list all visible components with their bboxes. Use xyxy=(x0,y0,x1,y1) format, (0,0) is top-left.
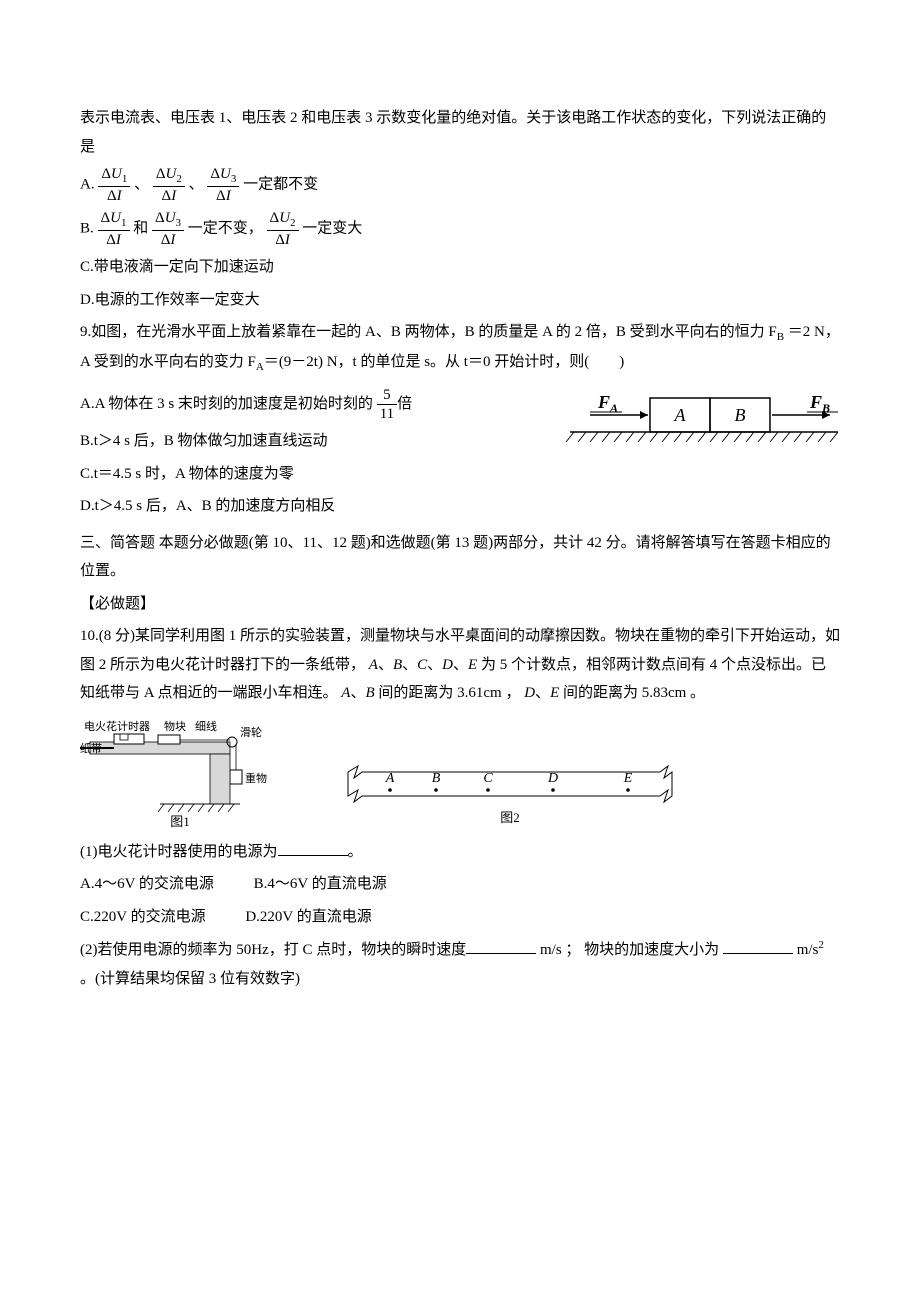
q10-fig1-svg: 电火花计时器 物块 细线 滑轮 重物 纸带 xyxy=(80,720,280,830)
q10-opts-row2: C.220V 的交流电源 D.220V 的直流电源 xyxy=(80,903,840,932)
q8-option-b: B. ΔU1ΔI 和 ΔU3ΔI 一定不变， ΔU2ΔI 一定变大 xyxy=(80,209,840,249)
q8-option-c: C.带电液滴一定向下加速运动 xyxy=(80,253,840,282)
blank-3[interactable] xyxy=(723,938,793,954)
svg-text:E: E xyxy=(623,771,633,786)
q10-tail2: 间的距离为 3.61cm ， xyxy=(378,685,524,701)
q10-p2d: 。(计算结果均保留 3 位有效数字) xyxy=(80,971,300,987)
svg-text:A: A xyxy=(385,771,395,786)
opt-a-prefix: A. xyxy=(80,177,95,193)
q10-part2: (2)若使用电源的频率为 50Hz，打 C 点时，物块的瞬时速度 m/s ； 物… xyxy=(80,935,840,993)
svg-text:D: D xyxy=(547,771,558,786)
q9-stem-2b: ＝(9－2t) N，t 的单位是 s。从 t＝0 开始计时，则( ) xyxy=(264,354,624,370)
q9-svg: A B FA FB xyxy=(560,388,840,458)
opt-a-tail: 一定都不变 xyxy=(243,177,318,193)
opt-b-tail: 一定变大 xyxy=(302,221,362,237)
q10-p1-tail: 。 xyxy=(348,844,363,860)
frac-du1-di-b: ΔU1ΔI xyxy=(98,209,130,249)
box-a-label: A xyxy=(674,405,687,425)
q10-p1-text: (1)电火花计时器使用的电源为 xyxy=(80,844,278,860)
must-do-heading: 【必做题】 xyxy=(80,590,840,619)
pulley-label: 滑轮 xyxy=(240,725,262,739)
frac-du1-di: ΔU1ΔI xyxy=(98,165,130,205)
section-3-heading: 三、简答题 本题分必做题(第 10、11、12 题)和选做题(第 13 题)两部… xyxy=(80,529,840,586)
q10-opts-row1: A.4～6V 的交流电源 B.4～6V 的直流电源 xyxy=(80,870,840,899)
q9-figure: A B FA FB xyxy=(560,388,840,458)
q9-sub-fa: A xyxy=(256,361,264,373)
q9-option-a: A.A 物体在 3 s 末时刻的加速度是初始时刻的 511倍 xyxy=(80,386,550,423)
pt-a: A xyxy=(369,657,378,673)
fig1-caption: 图1 xyxy=(170,814,190,829)
q9-option-d: D.t＞4.5 s 后，A、B 的加速度方向相反 xyxy=(80,492,550,521)
q10-part1: (1)电火花计时器使用的电源为 。 xyxy=(80,838,840,867)
q8-option-d: D.电源的工作效率一定变大 xyxy=(80,286,840,315)
q9-a-tail: 倍 xyxy=(397,396,412,412)
q10-opt-c: C.220V 的交流电源 xyxy=(80,903,206,932)
q9-sub-fb: B xyxy=(777,331,784,343)
q10-p2-sup: 2 xyxy=(818,939,824,951)
q10-p2a: (2)若使用电源的频率为 50Hz，打 C 点时，物块的瞬时速度 xyxy=(80,942,466,958)
q9-options: A.A 物体在 3 s 末时刻的加速度是初始时刻的 511倍 B.t＞4 s 后… xyxy=(80,382,550,525)
pt-e: E xyxy=(468,657,477,673)
opt-b-mid: 和 xyxy=(133,221,152,237)
q10-p2c: m/s xyxy=(793,942,818,958)
opt-b-prefix: B. xyxy=(80,221,94,237)
pt-b: B xyxy=(393,657,402,673)
q10-fig1: 电火花计时器 物块 细线 滑轮 重物 纸带 xyxy=(80,720,280,830)
pt-d: D xyxy=(442,657,453,673)
frac-du2-di: ΔU2ΔI xyxy=(153,165,185,205)
svg-text:C: C xyxy=(483,771,493,786)
frac-du3-di-b: ΔU3ΔI xyxy=(152,209,184,249)
q10-opt-a: A.4～6V 的交流电源 xyxy=(80,870,214,899)
sep: 、 xyxy=(189,177,208,193)
q9-stem-1: 9.如图，在光滑水平面上放着紧靠在一起的 A、B 两物体，B 的质量是 A 的 … xyxy=(80,324,777,340)
frac-du2-di-b: ΔU2ΔI xyxy=(267,209,299,249)
string-label: 细线 xyxy=(195,720,217,733)
pt-c: C xyxy=(417,657,427,673)
weight-label: 重物 xyxy=(245,771,267,785)
timer-label: 电火花计时器 xyxy=(84,720,150,733)
q9-stem: 9.如图，在光滑水平面上放着紧靠在一起的 A、B 两物体，B 的质量是 A 的 … xyxy=(80,318,840,378)
fig2-caption: 图2 xyxy=(500,810,520,825)
frac-du3-di: ΔU3ΔI xyxy=(207,165,239,205)
svg-text:B: B xyxy=(432,771,441,786)
q10-figures: 电火花计时器 物块 细线 滑轮 重物 纸带 xyxy=(80,720,840,830)
q9-row: A.A 物体在 3 s 末时刻的加速度是初始时刻的 511倍 B.t＞4 s 后… xyxy=(80,382,840,525)
q10-opt-d: D.220V 的直流电源 xyxy=(245,903,371,932)
blank-1[interactable] xyxy=(278,840,348,856)
q8-intro: 表示电流表、电压表 1、电压表 2 和电压表 3 示数变化量的绝对值。关于该电路… xyxy=(80,104,840,161)
q9-option-b: B.t＞4 s 后，B 物体做匀加速直线运动 xyxy=(80,427,550,456)
q10-fig2-svg: A B C D E 图2 xyxy=(340,760,680,830)
q10-stem: 10.(8 分)某同学利用图 1 所示的实验装置，测量物块与水平桌面间的动摩擦因… xyxy=(80,622,840,708)
q10-p2b: m/s ； 物块的加速度大小为 xyxy=(536,942,719,958)
q10-opt-b: B.4～6V 的直流电源 xyxy=(254,870,387,899)
blank-2[interactable] xyxy=(466,938,536,954)
block-label: 物块 xyxy=(164,720,186,733)
q9-a-pre: A.A 物体在 3 s 末时刻的加速度是初始时刻的 xyxy=(80,396,373,412)
q9-option-c: C.t＝4.5 s 时，A 物体的速度为零 xyxy=(80,460,550,489)
sep: 、 xyxy=(134,177,153,193)
box-b-label: B xyxy=(735,405,746,425)
q10-fig2: A B C D E 图2 xyxy=(340,760,680,830)
opt-b-mid2: 一定不变， xyxy=(188,221,267,237)
q10-tail3: 间的距离为 5.83cm 。 xyxy=(563,685,705,701)
frac-5-11: 511 xyxy=(377,386,397,423)
q8-option-a: A. ΔU1ΔI 、 ΔU2ΔI 、 ΔU3ΔI 一定都不变 xyxy=(80,165,840,205)
